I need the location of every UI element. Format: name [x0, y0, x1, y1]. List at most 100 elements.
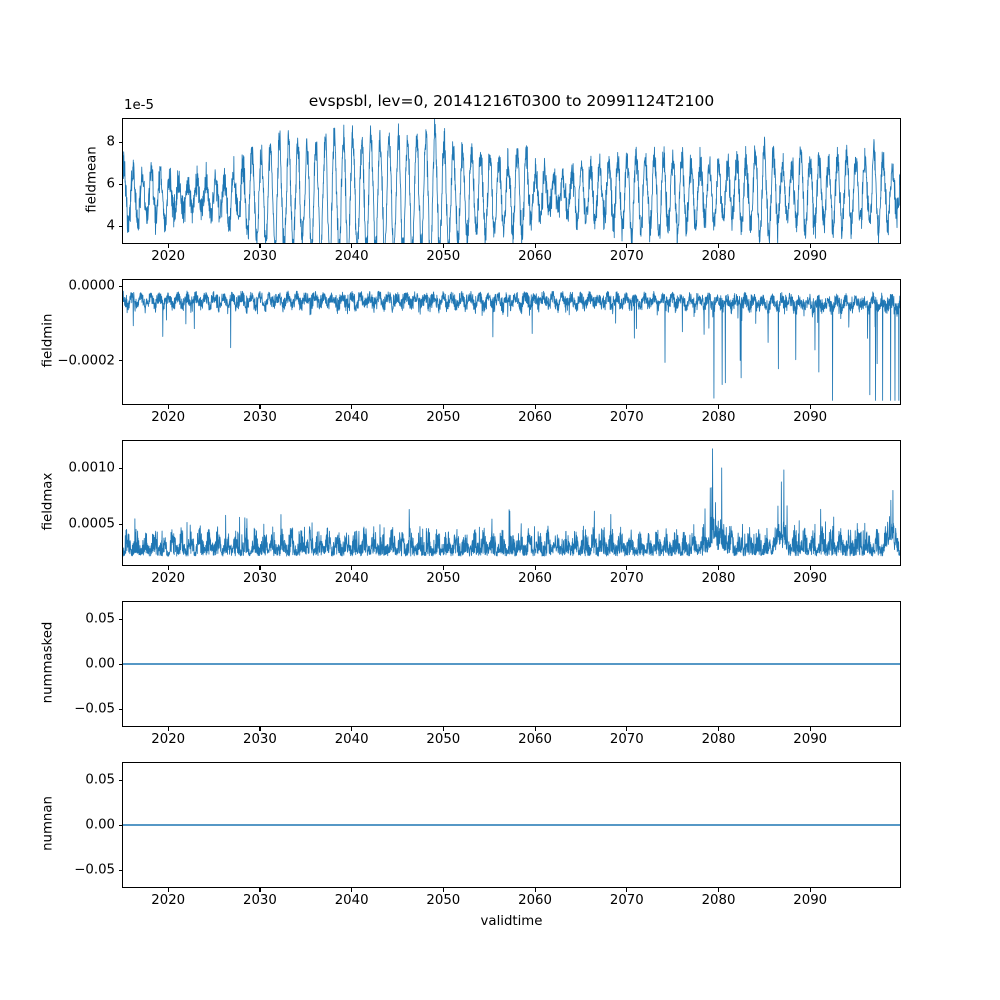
- xtick-fieldmax-7: [809, 566, 811, 570]
- figure-title: evspsbl, lev=0, 20141216T0300 to 2099112…: [308, 92, 715, 110]
- xtick-label-numnan-6: 2080: [701, 893, 736, 908]
- xtick-numnan-3: [442, 888, 444, 892]
- xtick-fieldmax-5: [626, 566, 628, 570]
- xtick-label-fieldmax-7: 2090: [793, 571, 828, 586]
- xtick-label-fieldmean-0: 2020: [151, 249, 186, 264]
- xtick-label-fieldmin-5: 2070: [609, 410, 644, 425]
- ytick-fieldmin-1: [118, 360, 122, 362]
- ytick-label-fieldmean-1: 6: [106, 176, 115, 192]
- ytick-fieldmean-0: [118, 225, 122, 227]
- ytick-label-fieldmean-0: 4: [106, 218, 115, 234]
- xtick-fieldmean-7: [809, 244, 811, 248]
- xtick-numnan-2: [351, 888, 353, 892]
- xtick-nummasked-0: [167, 727, 169, 731]
- xtick-label-fieldmean-7: 2090: [793, 249, 828, 264]
- ytick-label-numnan-1: 0.00: [85, 817, 115, 833]
- ytick-fieldmax-0: [118, 523, 122, 525]
- xtick-fieldmean-2: [351, 244, 353, 248]
- data-line: [123, 449, 900, 556]
- xtick-label-fieldmax-3: 2050: [426, 571, 461, 586]
- xtick-label-fieldmin-3: 2050: [426, 410, 461, 425]
- axes-numnan: [122, 762, 901, 888]
- xtick-label-fieldmean-2: 2040: [334, 249, 369, 264]
- ytick-label-fieldmean-2: 8: [106, 134, 115, 150]
- ylabel-fieldmax: fieldmax: [40, 472, 56, 531]
- xtick-label-numnan-1: 2030: [243, 893, 277, 908]
- xtick-fieldmin-5: [626, 405, 628, 409]
- axes-fieldmin: [122, 279, 901, 405]
- xtick-label-nummasked-3: 2050: [426, 732, 461, 747]
- xtick-label-fieldmin-0: 2020: [151, 410, 186, 425]
- xtick-label-numnan-4: 2060: [518, 893, 552, 908]
- xtick-label-fieldmean-1: 2030: [243, 249, 277, 264]
- xtick-label-fieldmax-5: 2070: [609, 571, 644, 586]
- ytick-label-numnan-0: −0.05: [74, 862, 115, 878]
- xtick-nummasked-1: [259, 727, 261, 731]
- xtick-fieldmin-0: [167, 405, 169, 409]
- xtick-fieldmax-1: [259, 566, 261, 570]
- xtick-label-nummasked-4: 2060: [518, 732, 552, 747]
- axes-nummasked: [122, 601, 901, 727]
- ytick-fieldmean-1: [118, 183, 122, 185]
- x-axis-label: validtime: [480, 914, 543, 929]
- xtick-fieldmin-6: [717, 405, 720, 409]
- xtick-numnan-0: [167, 888, 169, 892]
- xtick-numnan-1: [259, 888, 261, 892]
- xtick-fieldmean-5: [626, 244, 628, 248]
- xtick-label-numnan-0: 2020: [151, 893, 186, 908]
- xtick-label-nummasked-0: 2020: [151, 732, 186, 747]
- xtick-label-fieldmean-4: 2060: [518, 249, 552, 264]
- axes-fieldmean: [122, 118, 901, 244]
- xtick-label-fieldmean-5: 2070: [609, 249, 644, 264]
- xtick-fieldmean-0: [167, 244, 169, 248]
- xtick-label-fieldmean-3: 2050: [426, 249, 461, 264]
- xtick-label-nummasked-7: 2090: [793, 732, 828, 747]
- ytick-label-fieldmax-1: 0.0010: [68, 460, 115, 476]
- xtick-fieldmin-2: [351, 405, 353, 409]
- xtick-label-numnan-7: 2090: [793, 893, 828, 908]
- xtick-label-numnan-2: 2040: [334, 893, 369, 908]
- ytick-label-fieldmin-0: 0.0000: [68, 278, 115, 294]
- ytick-label-nummasked-2: 0.05: [85, 611, 115, 627]
- series-numnan: [123, 763, 900, 887]
- series-fieldmin: [123, 280, 900, 404]
- xtick-fieldmax-4: [534, 566, 536, 570]
- xtick-nummasked-7: [809, 727, 811, 731]
- xtick-numnan-7: [809, 888, 811, 892]
- xtick-label-fieldmin-4: 2060: [518, 410, 552, 425]
- ytick-nummasked-2: [118, 618, 122, 620]
- xtick-label-fieldmean-6: 2080: [701, 249, 736, 264]
- xtick-label-nummasked-2: 2040: [334, 732, 369, 747]
- xtick-label-numnan-5: 2070: [609, 893, 644, 908]
- ylabel-fieldmean: fieldmean: [84, 146, 100, 213]
- ytick-label-numnan-2: 0.05: [85, 772, 115, 788]
- offset-text-fieldmean: 1e-5: [124, 98, 154, 113]
- xtick-label-nummasked-6: 2080: [701, 732, 736, 747]
- xtick-fieldmin-7: [809, 405, 811, 409]
- xtick-nummasked-5: [626, 727, 628, 731]
- ytick-numnan-2: [118, 779, 122, 781]
- ytick-nummasked-0: [118, 708, 122, 710]
- xtick-label-fieldmax-1: 2030: [243, 571, 277, 586]
- xtick-label-fieldmin-1: 2030: [243, 410, 277, 425]
- xtick-fieldmax-0: [167, 566, 169, 570]
- xtick-label-fieldmax-2: 2040: [334, 571, 369, 586]
- xtick-numnan-6: [717, 888, 720, 892]
- ytick-nummasked-1: [118, 663, 122, 665]
- xtick-fieldmin-1: [259, 405, 261, 409]
- xtick-label-fieldmax-6: 2080: [701, 571, 736, 586]
- xtick-fieldmean-3: [442, 244, 444, 248]
- ylabel-nummasked: nummasked: [40, 621, 56, 704]
- ytick-fieldmax-1: [118, 467, 122, 469]
- ytick-label-nummasked-0: −0.05: [74, 701, 115, 717]
- xtick-label-nummasked-5: 2070: [609, 732, 644, 747]
- xtick-numnan-5: [626, 888, 628, 892]
- xtick-label-fieldmin-2: 2040: [334, 410, 369, 425]
- ytick-numnan-1: [118, 824, 122, 826]
- xtick-label-fieldmax-0: 2020: [151, 571, 186, 586]
- xtick-fieldmax-2: [351, 566, 353, 570]
- data-line: [123, 119, 900, 243]
- series-fieldmax: [123, 441, 900, 565]
- xtick-fieldmean-1: [259, 244, 261, 248]
